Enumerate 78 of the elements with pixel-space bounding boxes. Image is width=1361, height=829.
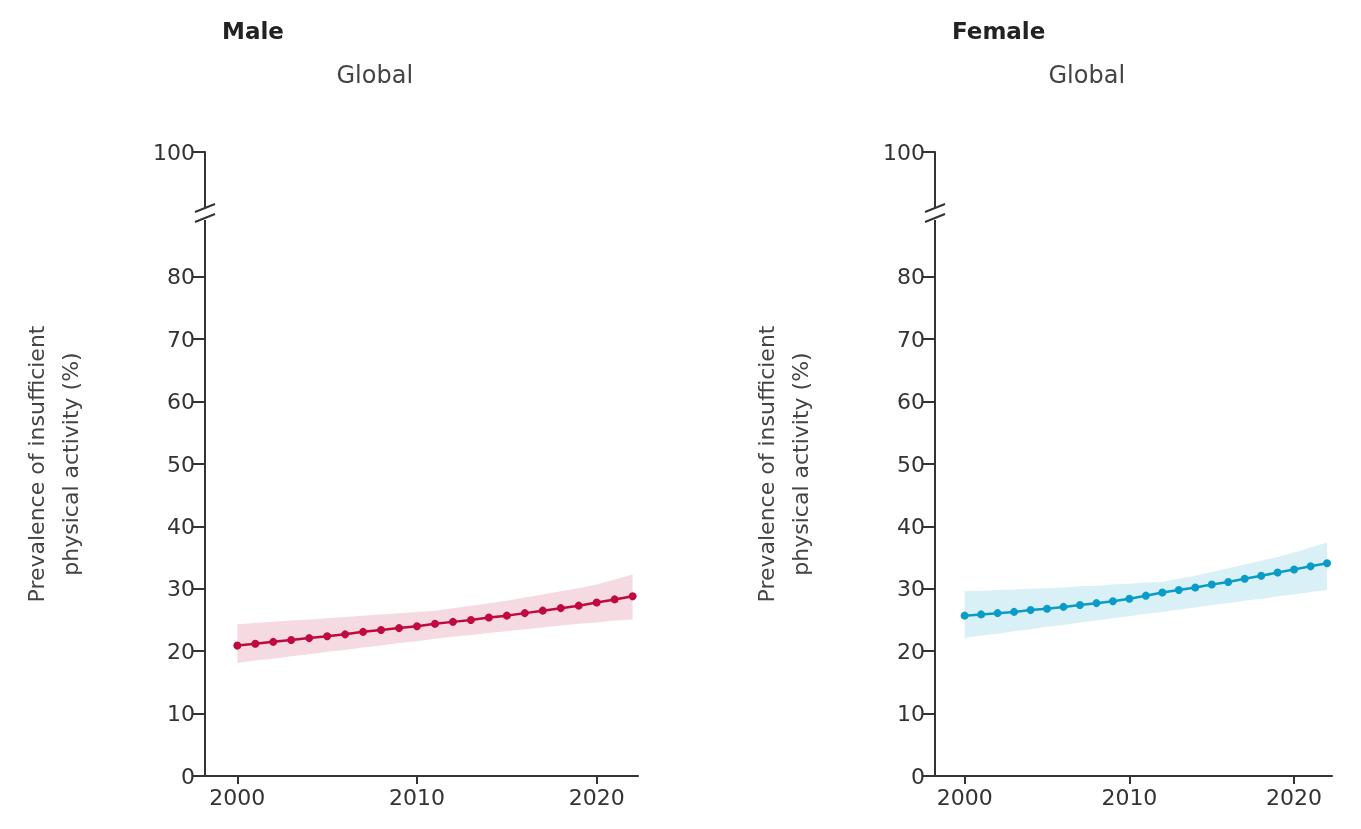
y-tick-label: 70 xyxy=(897,326,925,352)
point xyxy=(1059,602,1068,611)
y-tick-label: 10 xyxy=(167,701,195,727)
point xyxy=(466,616,475,624)
y-tick-label: 60 xyxy=(167,389,195,415)
point xyxy=(269,637,278,646)
point xyxy=(1092,599,1101,608)
point xyxy=(1026,606,1035,615)
y-tick-label: 80 xyxy=(167,264,195,290)
point xyxy=(251,639,260,648)
x-tick-label: 2000 xyxy=(209,784,266,810)
point xyxy=(556,604,565,613)
point xyxy=(1158,588,1167,597)
y-tick-label: 80 xyxy=(897,264,925,290)
point xyxy=(1108,597,1117,606)
point xyxy=(1224,577,1233,586)
point xyxy=(1043,604,1052,613)
point xyxy=(993,609,1002,618)
point xyxy=(323,632,332,641)
x-tick-label: 2020 xyxy=(1266,784,1323,810)
chart-title: Female xyxy=(952,17,1046,44)
point xyxy=(1191,583,1200,592)
point xyxy=(574,601,583,610)
point xyxy=(1010,607,1019,616)
x-tick-label: 2010 xyxy=(1101,784,1158,810)
y-tick-label: 20 xyxy=(897,638,925,664)
point xyxy=(377,625,386,634)
point xyxy=(977,610,986,619)
point xyxy=(341,630,350,639)
y-tick-label: 50 xyxy=(897,451,925,477)
point xyxy=(1174,586,1183,595)
y-tick-label: 0 xyxy=(911,763,925,789)
y-tick-label: 60 xyxy=(897,389,925,415)
point xyxy=(502,611,511,620)
point xyxy=(1257,571,1266,580)
point xyxy=(1125,594,1134,603)
point xyxy=(1075,601,1084,610)
y-tick-label: 100 xyxy=(883,139,925,165)
y-tick-label: 40 xyxy=(897,513,925,539)
point xyxy=(448,617,457,626)
y-tick-label: 40 xyxy=(167,513,195,539)
chart-subtitle: Global xyxy=(336,61,414,89)
y-tick-label: 100 xyxy=(153,139,195,165)
point xyxy=(287,635,296,644)
point xyxy=(1323,559,1332,568)
point xyxy=(610,595,619,604)
point xyxy=(430,619,439,628)
point xyxy=(1141,591,1150,600)
point xyxy=(484,613,493,622)
point xyxy=(628,592,637,601)
y-tick-label: 10 xyxy=(897,701,925,727)
y-tick-label: 0 xyxy=(181,763,195,789)
point xyxy=(592,598,601,607)
point xyxy=(1273,568,1282,577)
point xyxy=(538,606,547,615)
chart-subtitle: Global xyxy=(1048,61,1126,89)
y-tick-label: 30 xyxy=(167,576,195,602)
x-tick-label: 2000 xyxy=(936,784,993,810)
point xyxy=(233,641,242,650)
point xyxy=(413,622,422,631)
chart-title: Male xyxy=(222,17,284,44)
point xyxy=(1290,565,1299,574)
y-axis-title: Prevalence of insufficient physical activity (%) xyxy=(753,325,813,603)
y-tick-label: 70 xyxy=(167,326,195,352)
y-tick-label: 20 xyxy=(167,638,195,664)
point xyxy=(1306,562,1315,571)
y-tick-label: 50 xyxy=(167,451,195,477)
point xyxy=(1240,574,1249,583)
y-axis-title: Prevalence of insufficient physical activity (%) xyxy=(23,325,83,603)
point xyxy=(520,609,529,618)
x-tick-label: 2010 xyxy=(389,784,446,810)
x-tick-label: 2020 xyxy=(568,784,625,810)
point xyxy=(1207,580,1216,589)
point xyxy=(960,611,969,620)
point xyxy=(305,634,314,643)
y-tick-label: 30 xyxy=(897,576,925,602)
point xyxy=(359,627,368,636)
point xyxy=(395,624,404,633)
